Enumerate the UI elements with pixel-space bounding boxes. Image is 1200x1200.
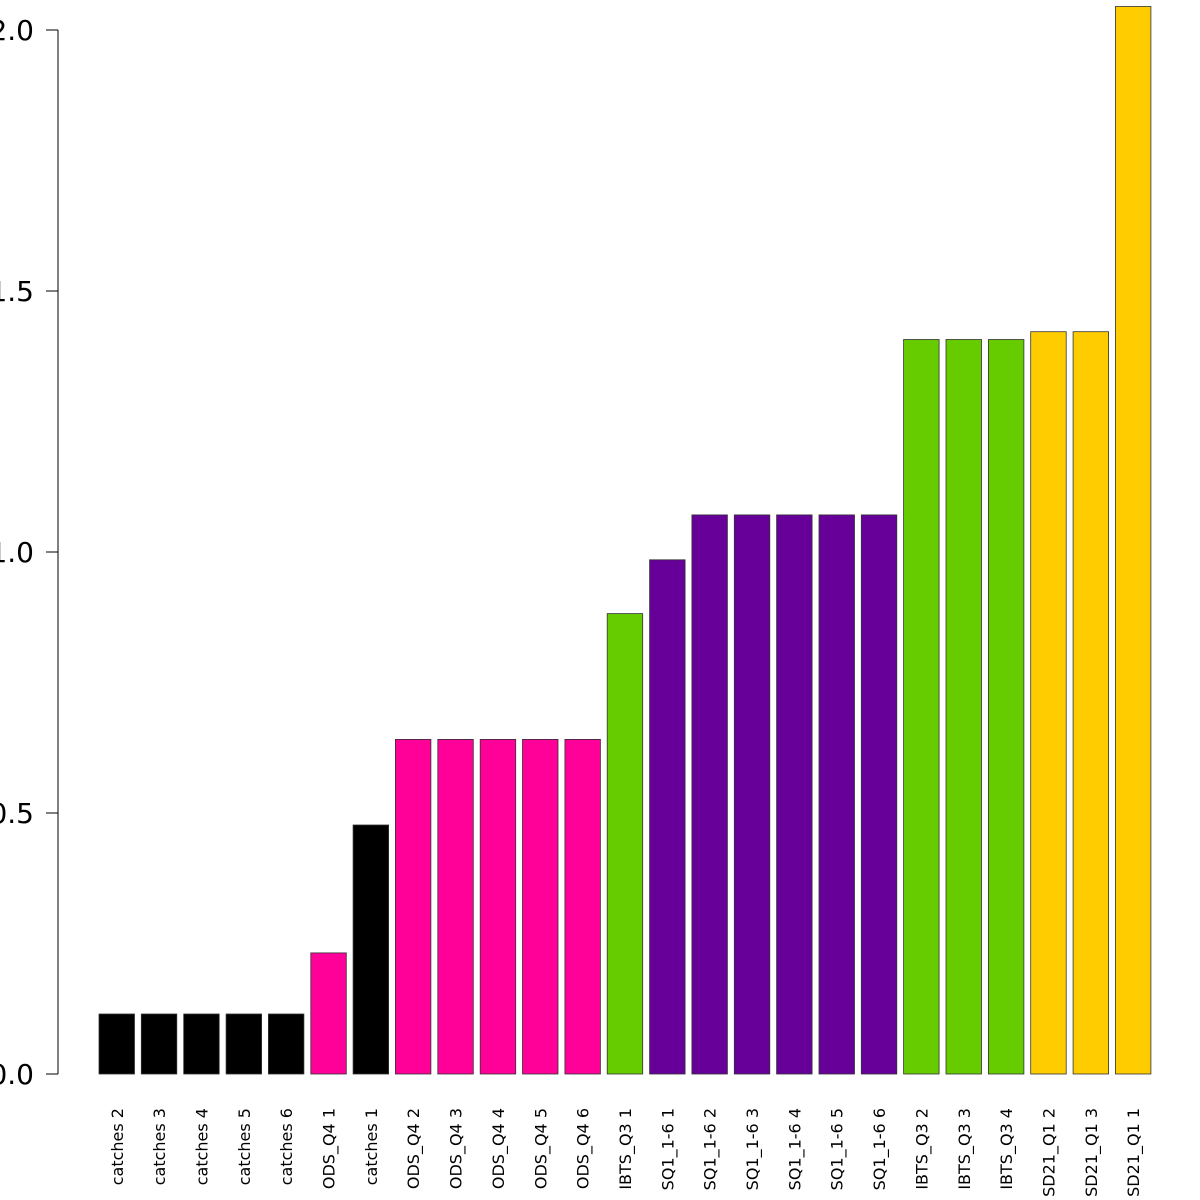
x-tick-label: SQ1_1-6 3 [743, 1108, 763, 1190]
x-tick-label: catches 2 [108, 1108, 127, 1185]
bar [479, 739, 517, 1075]
bar [649, 559, 686, 1075]
y-tick-label: 1.0 [0, 536, 34, 569]
x-tick-label: ODS_Q4 6 [574, 1108, 594, 1189]
x-tick-label: ODS_Q4 4 [489, 1108, 509, 1189]
x-tick-label: catches 5 [235, 1108, 254, 1185]
bar [394, 739, 432, 1075]
x-tick-label: ODS_Q4 1 [320, 1108, 340, 1189]
bar [945, 339, 982, 1075]
bar [691, 514, 728, 1075]
bar [140, 1013, 178, 1075]
x-tick-label: catches 1 [362, 1108, 381, 1185]
x-tick-label: IBTS_Q3 4 [997, 1108, 1017, 1190]
x-tick-label: IBTS_Q3 2 [912, 1108, 932, 1190]
x-tick-label: SQ1_1-6 2 [701, 1108, 721, 1190]
bars [98, 6, 1152, 1075]
bar [522, 739, 559, 1075]
bar [606, 613, 644, 1075]
x-tick-label: catches 3 [150, 1108, 169, 1185]
x-tick-label: SD21_Q1 2 [1040, 1108, 1060, 1197]
y-tick-label: 0.5 [0, 797, 34, 830]
bar [437, 739, 474, 1075]
bar [310, 952, 347, 1075]
x-tick-label: ODS_Q4 5 [531, 1108, 551, 1189]
bar [776, 514, 813, 1075]
x-tick-label: ODS_Q4 2 [404, 1108, 424, 1189]
x-tick-label: SQ1_1-6 1 [658, 1108, 678, 1190]
bar [267, 1013, 305, 1075]
bar [988, 339, 1025, 1075]
x-tick-label: catches 6 [277, 1108, 296, 1185]
y-tick-label: 2.0 [0, 14, 34, 47]
x-tick-label: IBTS_Q3 3 [955, 1108, 975, 1190]
y-tick-label: 1.5 [0, 275, 34, 308]
bar [903, 339, 940, 1075]
x-axis-labels: catches 2 catches 3 catches 4 catches 5 catc… [108, 1108, 1144, 1197]
x-tick-label: SD21_Q1 1 [1124, 1108, 1144, 1197]
bar [352, 824, 390, 1075]
bar [225, 1013, 263, 1075]
x-tick-label: SQ1_1-6 5 [828, 1108, 848, 1190]
bar [733, 514, 771, 1075]
bar [564, 739, 601, 1075]
x-tick-label: SQ1_1-6 6 [870, 1108, 890, 1190]
y-tick-label: 0.0 [0, 1058, 34, 1091]
bar [1115, 6, 1152, 1075]
bar [818, 514, 855, 1075]
bar [860, 514, 898, 1075]
x-tick-label: IBTS_Q3 1 [616, 1108, 636, 1190]
bar [183, 1013, 220, 1075]
bar [1030, 331, 1067, 1075]
y-axis: 0.0 0.5 1.0 1.5 2.0 [0, 14, 59, 1091]
bar [98, 1013, 135, 1075]
bar [1072, 331, 1109, 1075]
x-tick-label: SQ1_1-6 4 [785, 1108, 805, 1190]
x-tick-label: catches 4 [192, 1108, 211, 1185]
x-tick-label: SD21_Q1 3 [1082, 1108, 1102, 1197]
x-tick-label: ODS_Q4 3 [447, 1108, 467, 1189]
